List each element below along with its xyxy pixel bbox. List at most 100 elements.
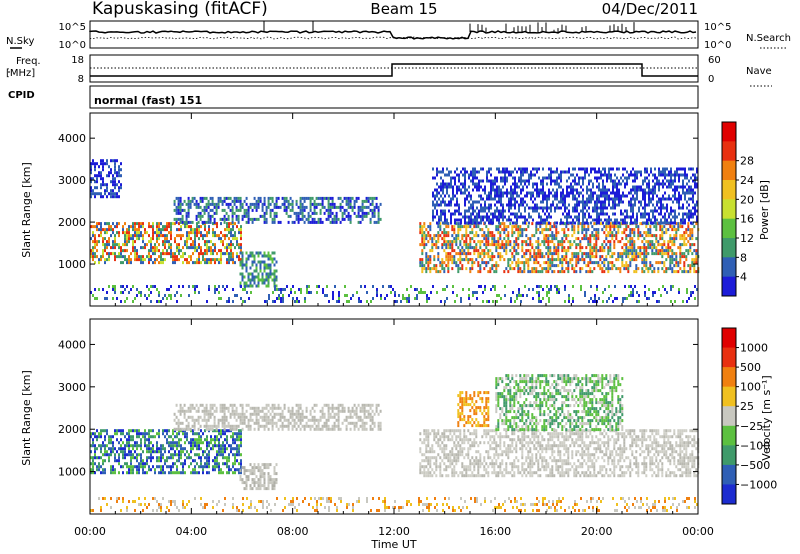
power-cell [299,211,302,215]
power-cell [193,196,196,200]
power-cell [649,264,652,268]
power-cell [237,217,240,221]
power-cell [361,205,364,209]
power-cell [241,272,244,276]
power-cell [347,217,350,221]
power-cell [496,167,498,171]
power-cell [682,167,684,171]
power-cell [601,261,604,265]
power-cell [589,246,592,250]
power-cell [582,215,584,219]
power-cell [421,228,424,232]
power-cell [172,255,174,259]
power-cell [114,159,116,163]
power-cell [267,205,270,209]
vel-cell [162,429,164,433]
power-cell [238,255,240,259]
power-cell [98,165,100,169]
power-cell [213,211,216,215]
power-cell [674,185,676,189]
power-cell [280,291,282,294]
power-cell [456,197,458,201]
power-cell [504,167,506,171]
power-cell [626,194,628,198]
power-cell [386,294,388,297]
power-cell [644,212,646,216]
power-cell [431,249,434,253]
vel-cell [140,459,142,463]
power-cell [662,194,664,198]
power-cell [94,243,96,247]
power-cell [458,173,460,177]
power-cell [190,237,192,241]
power-cell [498,185,500,189]
power-cell [230,234,232,238]
power-cell [327,196,330,200]
power-cell [665,228,668,232]
power-cell [445,234,448,238]
power-cell [110,189,112,193]
power-cell [164,237,166,241]
power-cell [664,218,666,222]
power-cell [602,179,604,183]
vel-cell [174,462,176,466]
power-cell [265,217,268,221]
power-cell [390,291,392,294]
power-cell [518,288,520,291]
power-cell [616,167,618,171]
power-cell [239,196,242,200]
power-cell [500,191,502,195]
power-cell [604,170,606,174]
power-cell [452,291,454,294]
power-cell [598,206,600,210]
power-cell [454,209,456,213]
power-cell [152,234,154,238]
power-cell [537,246,540,250]
power-cell [565,267,568,271]
power-cell [269,196,272,200]
power-cell [231,199,234,203]
power-cell [573,267,576,271]
power-cell [694,173,696,177]
power-cell [402,297,404,300]
power-cell [518,291,520,294]
power-cell [565,234,568,238]
vel-cell [176,435,178,439]
power-cell [536,209,538,213]
power-cell [607,249,610,253]
power-cell [584,203,586,207]
power-cell [679,237,682,241]
power-cell [465,255,468,259]
power-cell [285,196,288,200]
power-cell [112,240,114,244]
power-cell [636,170,638,174]
power-cell [688,212,690,216]
power-cell [489,243,492,247]
power-cell [543,261,546,265]
power-cell [476,221,478,225]
power-cell [265,208,268,212]
power-cell [247,272,250,276]
power-cell [245,260,248,264]
power-cell [162,249,164,253]
power-cell [681,237,684,241]
power-cell [209,214,212,218]
power-cell [591,246,594,250]
power-cell [92,159,94,163]
power-cell [94,237,96,241]
power-cell [586,197,588,201]
power-cell [664,197,666,201]
power-cell [541,270,544,274]
power-cell [225,202,228,206]
power-cell [98,174,100,178]
power-cell [251,263,254,267]
power-cell [447,222,450,226]
power-cell [214,243,216,247]
power-cell [501,243,504,247]
power-cell [495,243,498,247]
power-cell [504,176,506,180]
power-cell [657,243,660,247]
power-cell [450,176,452,180]
power-cell [434,206,436,210]
power-cell [173,217,176,221]
